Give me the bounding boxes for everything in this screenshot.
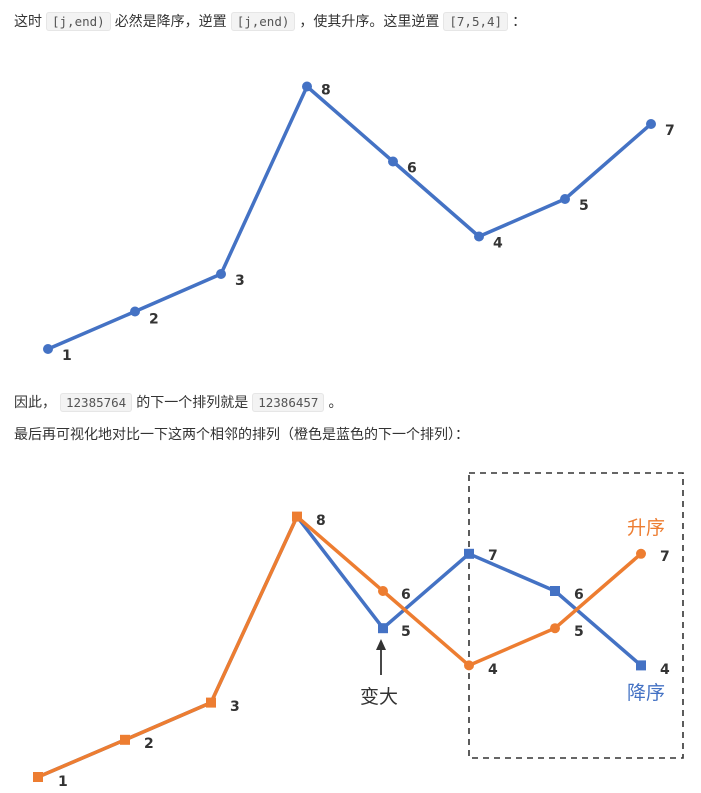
- shared-point: [292, 511, 302, 522]
- blue-point: [550, 586, 560, 596]
- point-label: 7: [488, 548, 498, 564]
- series-points: [43, 81, 656, 354]
- point-label: 6: [574, 587, 584, 603]
- intro-paragraph: 这时 [j,end) 必然是降序，逆置 [j,end) ，使其升序。这里逆置 [7,5,4…: [14, 12, 526, 32]
- dashed-box: [468, 472, 684, 759]
- orange-point: [378, 586, 388, 596]
- inline-code: [j,end): [46, 12, 111, 31]
- point-label: 8: [321, 83, 331, 99]
- data-point: [474, 231, 484, 242]
- point-label: 1: [58, 774, 68, 790]
- data-point: [302, 81, 312, 92]
- text-segment: 。: [328, 395, 343, 411]
- data-point: [216, 269, 226, 279]
- blue-point: [636, 660, 646, 671]
- point-label: 6: [407, 161, 417, 177]
- point-labels: 1 2 3 8 6 5 7 4 6 5 7 4: [58, 513, 670, 790]
- point-label: 4: [493, 236, 503, 252]
- series-line-orange: [37, 514, 643, 779]
- point-label: 4: [660, 662, 670, 678]
- point-labels: 1 2 3 8 6 4 5 7: [62, 83, 675, 365]
- annotation-descending: 降序: [627, 682, 665, 704]
- orange-point: [550, 623, 560, 634]
- point-label: 4: [488, 662, 498, 678]
- point-label: 5: [401, 624, 411, 640]
- point-label: 3: [230, 699, 240, 715]
- arrow-head: [376, 639, 386, 650]
- text-segment: 必然是降序，逆置: [114, 14, 227, 30]
- series-points: [33, 511, 646, 782]
- point-label: 3: [235, 273, 245, 289]
- compare-paragraph: 最后再可视化地对比一下这两个相邻的排列（橙色是蓝色的下一个排列）：: [14, 427, 469, 443]
- text-segment: ：: [512, 14, 527, 30]
- inline-code: [7,5,4]: [443, 12, 509, 31]
- data-point: [388, 156, 398, 167]
- point-label: 5: [579, 198, 589, 214]
- data-point: [646, 119, 656, 129]
- shared-point: [206, 697, 216, 708]
- point-label: 2: [144, 736, 154, 752]
- annotation-bigger: 变大: [360, 686, 398, 708]
- text-segment: 这时: [14, 14, 42, 30]
- chart-reverse-permutation: 1 2 3 8 6 4 5 7: [43, 81, 675, 365]
- series-line: [47, 84, 653, 351]
- point-label: 1: [62, 348, 72, 364]
- point-label: 7: [665, 123, 675, 139]
- annotation-ascending: 升序: [627, 517, 665, 539]
- data-point: [130, 306, 140, 317]
- shared-point: [33, 772, 43, 782]
- orange-point: [636, 548, 646, 559]
- point-label: 7: [660, 549, 670, 565]
- data-point: [43, 344, 53, 354]
- inline-code: 12385764: [60, 393, 133, 412]
- text-segment: 因此，: [14, 395, 56, 411]
- inline-code: 12386457: [252, 393, 325, 412]
- chart-compare-permutations: 1 2 3 8 6 5 7 4 6 5 7 4 变大 升序 降序: [33, 472, 684, 790]
- result-paragraph: 因此， 12385764 的下一个排列就是 12386457。: [14, 393, 342, 413]
- inline-code: [j,end): [230, 12, 296, 31]
- point-label: 2: [149, 312, 159, 328]
- blue-point: [464, 548, 474, 559]
- point-label: 6: [401, 587, 411, 603]
- point-label: 5: [574, 624, 584, 640]
- orange-point: [464, 660, 474, 671]
- text-segment: 的下一个排列就是: [136, 395, 249, 411]
- point-label: 8: [316, 513, 326, 529]
- shared-point: [120, 734, 130, 745]
- blue-point: [378, 623, 388, 634]
- text-segment: ，使其升序。这里逆置: [299, 14, 440, 30]
- data-point: [560, 194, 570, 204]
